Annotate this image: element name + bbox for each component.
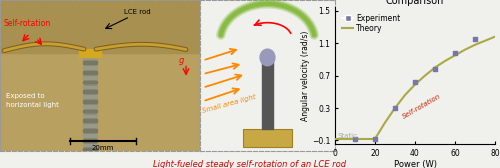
Text: Exposed to: Exposed to [6, 93, 44, 99]
Bar [83, 124, 97, 127]
Bar [83, 66, 97, 69]
Bar [0, 0, 200, 53]
Bar [83, 105, 97, 108]
Bar [83, 57, 97, 59]
Title: Comparison: Comparison [386, 0, 444, 6]
Point [391, 107, 399, 109]
Bar [83, 81, 97, 83]
Bar [262, 60, 273, 129]
X-axis label: Power (W): Power (W) [394, 160, 436, 168]
Bar [83, 115, 97, 117]
Legend: Experiment, Theory: Experiment, Theory [339, 11, 404, 36]
Point [451, 52, 459, 54]
Bar [84, 53, 96, 151]
Text: $g$: $g$ [178, 56, 185, 67]
Bar [83, 100, 97, 103]
Bar [79, 49, 101, 57]
Bar [83, 86, 97, 88]
FancyBboxPatch shape [243, 129, 292, 147]
Bar [83, 76, 97, 79]
Point [371, 137, 379, 140]
Point [411, 81, 419, 83]
Circle shape [260, 49, 275, 66]
Bar [83, 119, 97, 122]
Bar [83, 144, 97, 146]
Bar [83, 61, 97, 64]
Bar [83, 129, 97, 132]
Bar [83, 149, 97, 151]
Bar [83, 90, 97, 93]
Point [431, 68, 439, 70]
Text: Self-rotation: Self-rotation [4, 19, 52, 28]
Text: Self-rotation: Self-rotation [401, 93, 442, 120]
Point [471, 38, 479, 40]
Bar [83, 139, 97, 141]
Text: 20mm: 20mm [92, 145, 114, 151]
Text: Static: Static [338, 133, 358, 139]
Text: LCE rod: LCE rod [124, 9, 150, 15]
Y-axis label: Angular velocity (rad/s): Angular velocity (rad/s) [302, 30, 310, 121]
Bar [83, 134, 97, 137]
Text: Light-fueled steady self-rotation of an LCE rod: Light-fueled steady self-rotation of an … [154, 160, 346, 168]
Text: Small area light: Small area light [202, 94, 256, 114]
Text: horizontal light: horizontal light [6, 102, 59, 108]
Bar [83, 95, 97, 98]
Bar [83, 71, 97, 74]
Bar [83, 110, 97, 113]
Point [351, 137, 359, 140]
